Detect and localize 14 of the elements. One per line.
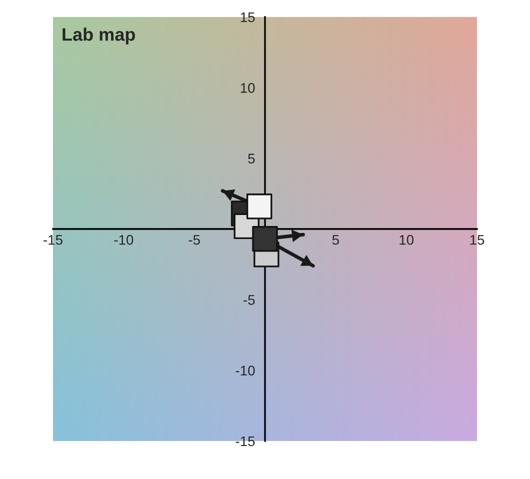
x-tick-label: 10 — [400, 234, 414, 245]
x-tick-label: 15 — [470, 235, 484, 245]
text: Lab map — [62, 28, 135, 44]
y-tick-label: -10 — [236, 366, 255, 376]
x-tick-label: 5 — [332, 235, 339, 245]
y-tick-label: -15 — [236, 436, 255, 446]
x-tick-label: -5 — [188, 235, 200, 245]
point — [246, 194, 272, 220]
y-tick-label: 10 — [240, 83, 255, 93]
point — [252, 226, 278, 252]
x-tick-label: -10 — [114, 234, 134, 245]
y-tick-label: 5 — [248, 154, 255, 164]
x-tick-label: -15 — [44, 235, 62, 245]
y-tick-label: -5 — [244, 295, 255, 305]
